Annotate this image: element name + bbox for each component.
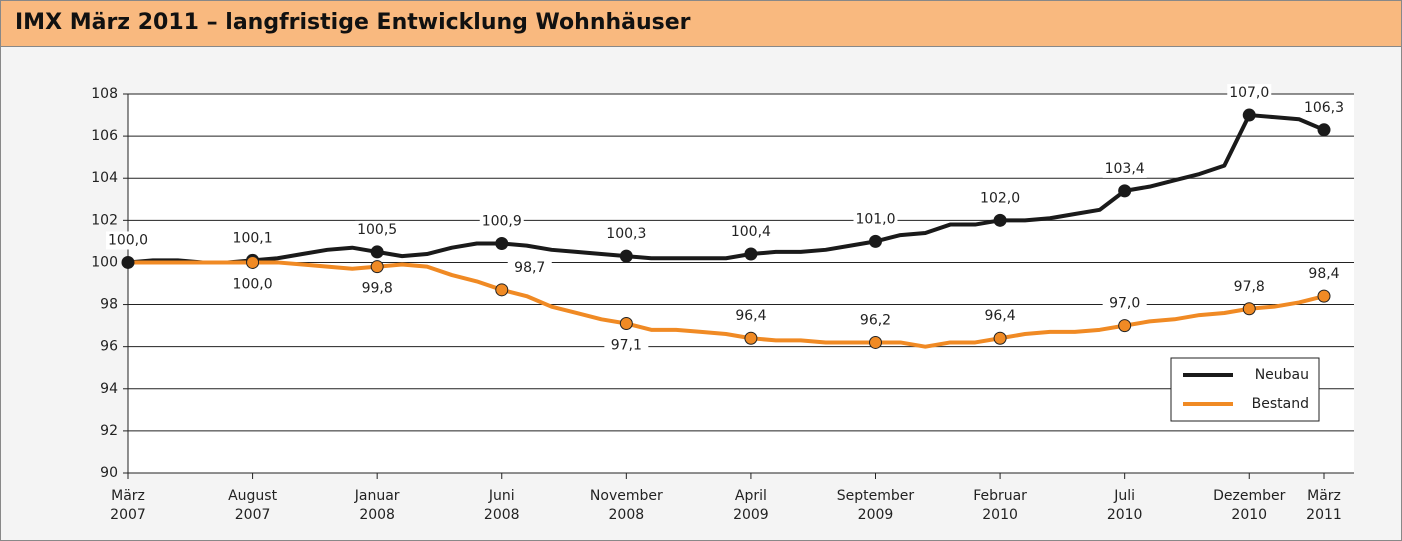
data-label: 100,0 bbox=[233, 276, 273, 292]
data-marker bbox=[993, 331, 1007, 345]
data-marker bbox=[495, 283, 509, 297]
data-marker bbox=[1242, 108, 1256, 122]
y-tick-label: 100 bbox=[91, 254, 118, 270]
data-label: 102,0 bbox=[980, 190, 1020, 206]
data-label: 96,2 bbox=[860, 312, 891, 328]
label-background bbox=[1227, 277, 1272, 296]
label-background bbox=[230, 229, 275, 248]
label-background bbox=[355, 220, 400, 239]
data-label: 97,0 bbox=[1109, 296, 1140, 312]
data-marker bbox=[121, 255, 135, 269]
label-background bbox=[728, 223, 773, 242]
x-tick-label: Dezember 2010 bbox=[1213, 488, 1286, 523]
x-tick-label: Juli 2010 bbox=[1106, 488, 1143, 523]
label-background bbox=[978, 189, 1023, 208]
legend-box bbox=[1170, 357, 1320, 422]
data-marker bbox=[1118, 319, 1132, 333]
data-label: 101,0 bbox=[855, 211, 895, 227]
data-marker bbox=[246, 255, 260, 269]
x-tick-label: September 2009 bbox=[836, 488, 915, 523]
label-background bbox=[728, 307, 773, 326]
data-marker bbox=[370, 260, 384, 274]
x-tick-label: März 2007 bbox=[110, 488, 146, 523]
data-label: 100,1 bbox=[233, 230, 273, 246]
data-label: 99,8 bbox=[362, 281, 393, 297]
data-marker bbox=[1317, 289, 1331, 303]
x-tick-label: April 2009 bbox=[733, 488, 769, 523]
label-background bbox=[230, 275, 275, 294]
label-background bbox=[853, 210, 898, 229]
x-tick-label: Januar 2008 bbox=[354, 488, 400, 523]
data-label: 107,0 bbox=[1229, 85, 1269, 101]
chart-title: IMX März 2011 – langfristige Entwicklung… bbox=[15, 10, 691, 35]
label-background bbox=[978, 307, 1023, 326]
data-label: 100,9 bbox=[482, 213, 522, 229]
label-background bbox=[106, 231, 150, 250]
data-marker bbox=[619, 249, 633, 263]
y-tick-label: 108 bbox=[91, 86, 118, 102]
label-background bbox=[355, 279, 400, 298]
data-marker bbox=[744, 331, 758, 345]
data-marker bbox=[869, 335, 882, 349]
data-label: 98,4 bbox=[1308, 266, 1339, 282]
y-tick-label: 96 bbox=[100, 339, 118, 355]
legend-label: Neubau bbox=[1255, 367, 1309, 383]
data-label: 96,4 bbox=[984, 308, 1015, 324]
data-marker bbox=[1118, 184, 1132, 198]
label-background bbox=[1302, 98, 1346, 117]
data-label: 100,4 bbox=[731, 224, 771, 240]
label-background bbox=[507, 258, 552, 277]
y-tick-label: 92 bbox=[100, 423, 118, 439]
data-label: 98,7 bbox=[514, 260, 545, 276]
data-label: 97,1 bbox=[611, 338, 642, 354]
data-label: 96,4 bbox=[735, 308, 766, 324]
x-tick-label: August 2007 bbox=[228, 488, 278, 523]
y-tick-label: 98 bbox=[100, 297, 118, 313]
data-label: 97,8 bbox=[1234, 279, 1265, 295]
x-tick-label: Februar 2010 bbox=[973, 488, 1027, 523]
label-background bbox=[1302, 265, 1346, 284]
y-tick-label: 102 bbox=[91, 212, 118, 228]
data-marker bbox=[619, 317, 633, 331]
label-background bbox=[1102, 159, 1147, 178]
label-background bbox=[1102, 294, 1147, 313]
data-marker bbox=[1317, 123, 1331, 137]
label-background bbox=[853, 311, 898, 330]
data-marker bbox=[495, 236, 509, 250]
label-background bbox=[604, 336, 649, 355]
label-background bbox=[1227, 84, 1272, 103]
x-tick-label: Juni 2008 bbox=[483, 488, 520, 523]
label-background bbox=[479, 212, 524, 231]
x-tick-label: März 2011 bbox=[1306, 488, 1342, 523]
data-label: 106,3 bbox=[1304, 100, 1344, 116]
data-marker bbox=[869, 234, 882, 248]
data-label: 100,0 bbox=[108, 232, 148, 248]
data-label: 100,5 bbox=[357, 222, 397, 238]
y-tick-label: 106 bbox=[91, 128, 118, 144]
y-tick-label: 90 bbox=[100, 465, 118, 481]
data-marker bbox=[370, 245, 384, 259]
data-label: 103,4 bbox=[1105, 161, 1145, 177]
data-marker bbox=[744, 247, 758, 261]
header-bar: IMX März 2011 – langfristige Entwicklung… bbox=[1, 1, 1401, 47]
data-marker bbox=[993, 213, 1007, 227]
y-tick-label: 94 bbox=[100, 381, 118, 397]
y-tick-label: 104 bbox=[91, 170, 118, 186]
data-marker bbox=[1242, 302, 1256, 316]
data-label: 100,3 bbox=[606, 226, 646, 242]
label-background bbox=[604, 225, 649, 244]
legend-label: Bestand bbox=[1252, 396, 1309, 412]
plot-area bbox=[128, 94, 1354, 473]
x-tick-label: November 2008 bbox=[589, 488, 663, 523]
